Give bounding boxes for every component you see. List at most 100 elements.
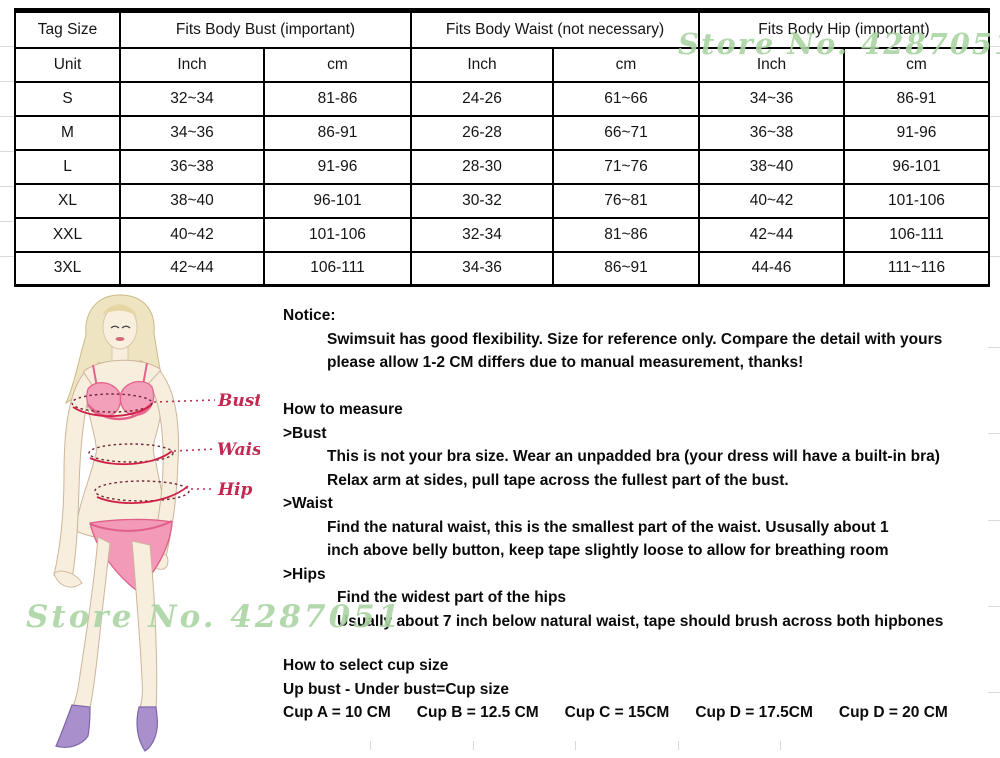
- value-cell: 38~40: [119, 182, 265, 219]
- gridline-stub: [990, 186, 1000, 187]
- unit-cell: cm: [552, 46, 700, 83]
- notice-line: Swimsuit has good flexibility. Size for …: [327, 330, 943, 348]
- value-cell: 91-96: [843, 114, 990, 151]
- notice-title: Notice:: [283, 307, 336, 324]
- hair-fringe: [103, 304, 137, 317]
- value-cell: 44-46: [698, 250, 845, 287]
- size-chart-table: Tag Size Fits Body Bust (important) Fits…: [14, 8, 990, 287]
- value-cell: 96-101: [843, 148, 990, 185]
- table-header-row: Tag Size Fits Body Bust (important) Fits…: [14, 9, 990, 49]
- gridline-stub: [0, 256, 14, 257]
- table-unit-row: Unit Inch cm Inch cm Inch cm: [14, 46, 990, 83]
- row-label: L: [14, 148, 121, 185]
- bust-line: Relax arm at sides, pull tape across the…: [327, 471, 789, 489]
- figure-illustration-svg: Bust Waist Hip: [53, 294, 270, 752]
- gridline-stub: [370, 741, 371, 750]
- value-cell: 34~36: [698, 80, 845, 117]
- spacer: [283, 633, 989, 654]
- gridline-stub: [988, 433, 1000, 434]
- waist-leader-line: [173, 448, 216, 452]
- hips-heading: >Hips: [283, 565, 326, 583]
- row-label: XXL: [14, 216, 121, 253]
- gridline-stub: [0, 151, 14, 152]
- bust-line: This is not your bra size. Wear an unpad…: [327, 448, 940, 465]
- bikini-waistband: [89, 520, 173, 532]
- value-cell: 38~40: [698, 148, 845, 185]
- waist-label: Waist: [217, 440, 260, 460]
- hips-line: Usually about 7 inch below natural waist…: [337, 612, 944, 630]
- right-shoe: [136, 706, 159, 752]
- hip-dashed-ellipse: [94, 480, 190, 502]
- value-cell: 101-106: [843, 182, 990, 219]
- measurement-figure: Bust Waist Hip: [20, 293, 270, 753]
- cup-value: Cup B = 12.5 CM: [416, 704, 539, 721]
- value-cell: 76~81: [552, 182, 700, 219]
- figure-lips: [115, 337, 125, 341]
- gridline-stub: [0, 186, 14, 187]
- table-row: L 36~38 91-96 28-30 71~76 38~40 96-101: [14, 148, 990, 185]
- value-cell: 91-96: [263, 148, 412, 185]
- value-cell: 106-111: [843, 216, 990, 253]
- row-label: XL: [14, 182, 121, 219]
- value-cell: 32~34: [119, 80, 265, 117]
- unit-cell: cm: [843, 46, 990, 83]
- header-tag-size: Tag Size: [14, 9, 121, 49]
- value-cell: 34~36: [119, 114, 265, 151]
- value-cell: 81~86: [552, 216, 700, 253]
- cup-title: How to select cup size: [283, 657, 449, 674]
- row-label: M: [14, 114, 121, 151]
- cup-value: Cup D = 17.5CM: [695, 704, 813, 721]
- value-cell: 106-111: [263, 250, 412, 287]
- value-cell: 96-101: [263, 182, 412, 219]
- value-cell: 34-36: [410, 250, 554, 287]
- gridline-stub: [678, 741, 679, 750]
- waist-red-arc: [89, 450, 173, 466]
- figure-left-leg: [72, 536, 111, 709]
- value-cell: 40~42: [119, 216, 265, 253]
- value-cell: 40~42: [698, 182, 845, 219]
- gridline-stub: [990, 46, 1000, 47]
- value-cell: 30-32: [410, 182, 554, 219]
- table-row: XXL 40~42 101-106 32-34 81~86 42~44 106-…: [14, 216, 990, 253]
- waist-heading: >Waist: [283, 495, 333, 512]
- gridline-stub: [990, 256, 1000, 257]
- header-hip: Fits Body Hip (important): [698, 9, 990, 49]
- cup-formula: Up bust - Under bust=Cup size: [283, 680, 510, 698]
- notice-line: please allow 1-2 CM differs due to manua…: [327, 354, 804, 371]
- table-row: M 34~36 86-91 26-28 66~71 36~38 91-96: [14, 114, 990, 151]
- bra-cup-right: [119, 380, 155, 416]
- value-cell: 86-91: [263, 114, 412, 151]
- bust-leader-line: [153, 399, 216, 403]
- cup-value: Cup A = 10 CM: [283, 704, 391, 721]
- waist-dashed-ellipse: [88, 443, 174, 463]
- table-row: XL 38~40 96-101 30-32 76~81 40~42 101-10…: [14, 182, 990, 219]
- bust-label: Bust: [217, 391, 260, 411]
- cup-values-row: Cup A = 10 CM Cup B = 12.5 CM Cup C = 15…: [283, 701, 989, 725]
- bust-red-arc: [72, 404, 152, 418]
- gridline-stub: [473, 741, 474, 750]
- value-cell: 66~71: [552, 114, 700, 151]
- hip-label: Hip: [217, 480, 253, 500]
- value-cell: 111~116: [843, 250, 990, 287]
- spacer: [283, 375, 989, 399]
- figure-left-hand: [53, 570, 83, 588]
- value-cell: 71~76: [552, 148, 700, 185]
- measure-title: How to measure: [283, 401, 403, 418]
- unit-cell: Inch: [119, 46, 265, 83]
- cup-value: Cup D = 20 CM: [838, 704, 948, 721]
- gridline-stub: [780, 741, 781, 750]
- value-cell: 42~44: [698, 216, 845, 253]
- value-cell: 32-34: [410, 216, 554, 253]
- gridline-stub: [988, 347, 1000, 348]
- bust-heading: >Bust: [283, 424, 327, 442]
- gridline-stub: [0, 81, 14, 82]
- row-label: S: [14, 80, 121, 117]
- value-cell: 36~38: [119, 148, 265, 185]
- value-cell: 36~38: [698, 114, 845, 151]
- unit-cell: Inch: [698, 46, 845, 83]
- value-cell: 101-106: [263, 216, 412, 253]
- header-waist: Fits Body Waist (not necessary): [410, 9, 700, 49]
- value-cell: 28-30: [410, 148, 554, 185]
- gridline-stub: [0, 221, 14, 222]
- instructions-block: Notice: Swimsuit has good flexibility. S…: [283, 304, 989, 725]
